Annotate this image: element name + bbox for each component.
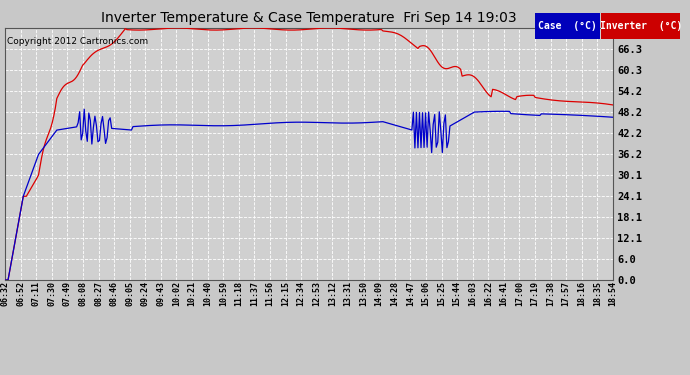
Text: Copyright 2012 Cartronics.com: Copyright 2012 Cartronics.com — [7, 38, 148, 46]
Text: Inverter  (°C): Inverter (°C) — [600, 21, 682, 31]
Text: Case  (°C): Case (°C) — [538, 21, 597, 31]
Text: Inverter Temperature & Case Temperature  Fri Sep 14 19:03: Inverter Temperature & Case Temperature … — [101, 11, 517, 25]
